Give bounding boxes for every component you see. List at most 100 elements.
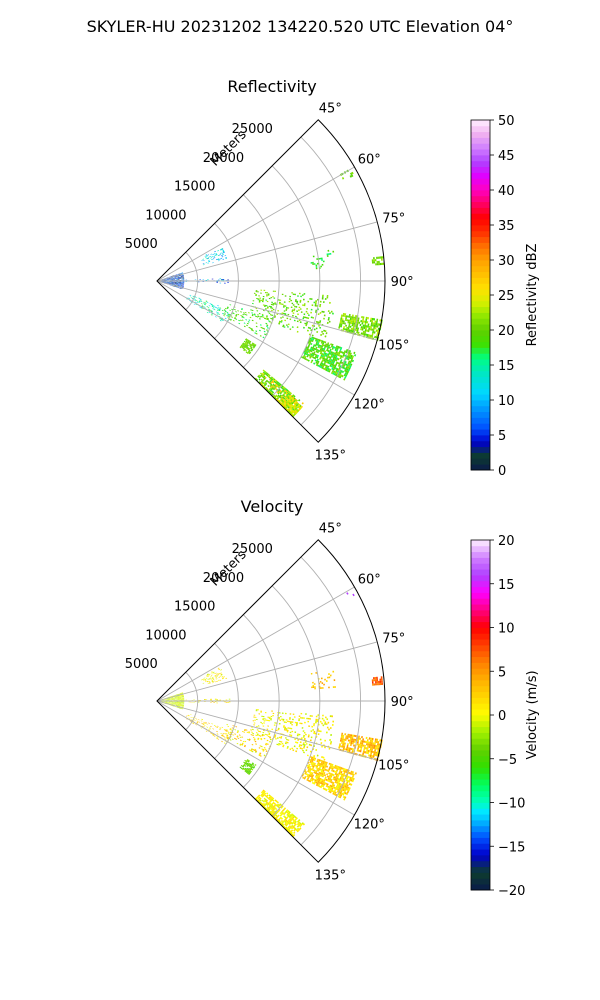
echo-gate	[377, 256, 380, 259]
echo-gate	[246, 342, 249, 345]
echo-gate	[342, 327, 345, 330]
echo-gate	[228, 314, 231, 316]
echo-gate	[218, 260, 220, 262]
echo-gate	[280, 321, 283, 323]
echo-gate	[199, 298, 202, 300]
echo-gate	[262, 336, 265, 339]
colorbar-segment	[471, 429, 490, 436]
echo-gate	[309, 780, 312, 783]
echo-gate	[315, 266, 318, 268]
echo-gate	[300, 722, 303, 725]
echo-gate	[270, 799, 273, 802]
echo-gate	[311, 355, 314, 358]
echo-gate	[217, 674, 220, 676]
echo-gate	[246, 770, 249, 773]
echo-gate	[323, 344, 326, 347]
echo-gate	[324, 344, 327, 348]
echo-gate	[176, 697, 178, 698]
echo-gate	[310, 353, 313, 356]
echo-gate	[213, 725, 216, 727]
echo-gate	[284, 727, 286, 730]
echo-gate	[380, 256, 383, 259]
echo-gate	[246, 324, 248, 327]
echo-gate	[181, 692, 183, 694]
echo-gate	[210, 699, 212, 700]
echo-gate	[350, 327, 353, 331]
echo-gate	[269, 797, 273, 800]
echo-gate	[242, 314, 245, 316]
echo-gate	[222, 677, 224, 679]
echo-gate	[222, 279, 225, 281]
echo-gate	[341, 741, 343, 744]
echo-gate	[324, 774, 327, 777]
echo-gate	[175, 274, 178, 276]
echo-gate	[315, 672, 318, 674]
echo-gate	[309, 765, 312, 768]
echo-gate	[306, 321, 308, 324]
echo-gate	[279, 814, 282, 817]
colorbar-segment	[471, 248, 490, 255]
echo-gate	[190, 296, 193, 298]
echo-gate	[333, 786, 336, 789]
echo-gate	[301, 717, 304, 719]
echo-gate	[179, 695, 181, 696]
echo-gate	[277, 803, 280, 806]
echo-gate	[318, 324, 320, 327]
echo-gate	[288, 822, 292, 825]
echo-gate	[311, 352, 314, 355]
echo-gate	[375, 329, 378, 332]
echo-gate	[189, 295, 191, 297]
echo-gate	[327, 777, 330, 780]
echo-gate	[243, 729, 246, 732]
echo-gate	[344, 789, 347, 792]
echo-gate	[347, 739, 350, 742]
echo-gate	[255, 710, 258, 712]
echo-gate	[243, 731, 246, 733]
echo-gate	[376, 256, 378, 259]
echo-gate	[285, 308, 288, 310]
echo-gate	[269, 737, 271, 739]
echo-gate	[247, 763, 250, 766]
echo-gate	[303, 734, 305, 737]
echo-gate	[245, 341, 247, 344]
echo-gate	[352, 318, 355, 321]
echo-gate	[373, 261, 376, 264]
echo-gate	[248, 319, 251, 321]
echo-gate	[369, 748, 372, 751]
echo-gate	[362, 332, 365, 336]
echo-gate	[331, 790, 334, 793]
echo-gate	[268, 806, 271, 809]
echo-gate	[379, 678, 382, 681]
echo-gate	[220, 669, 222, 671]
echo-gate	[280, 317, 282, 319]
echo-gate	[286, 809, 289, 812]
echo-gate	[334, 780, 337, 784]
echo-gate	[320, 354, 323, 357]
echo-gate	[294, 300, 297, 302]
echo-gate	[188, 717, 190, 719]
echo-gate	[351, 734, 354, 737]
echo-gate	[214, 255, 217, 257]
echo-gate	[367, 317, 369, 320]
echo-gate	[316, 348, 319, 352]
echo-gate	[255, 291, 258, 293]
echo-gate	[367, 745, 369, 748]
echo-gate	[285, 817, 288, 820]
azimuth-tick-label: 45°	[319, 522, 342, 537]
echo-gate	[322, 367, 325, 370]
echo-gate	[324, 330, 327, 333]
colorbar-segment	[471, 820, 490, 827]
echo-gate	[169, 276, 172, 278]
echo-gate	[276, 815, 279, 818]
echo-gate	[291, 817, 294, 821]
echo-gate	[324, 721, 327, 724]
echo-gate	[174, 286, 176, 287]
echo-gate	[346, 357, 349, 360]
echo-gate	[342, 322, 345, 325]
echo-gate	[351, 779, 354, 783]
echo-gate	[292, 405, 295, 408]
echo-gate	[336, 775, 339, 778]
echo-gate	[179, 697, 181, 698]
echo-gate	[332, 364, 336, 367]
echo-gate	[324, 723, 326, 725]
